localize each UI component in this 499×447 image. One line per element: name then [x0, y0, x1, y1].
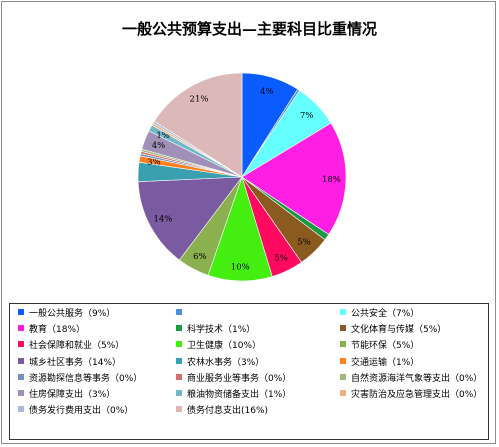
legend-item-10: 农林水事务（3%）: [176, 356, 264, 370]
legend-label-3: 教育（18%）: [29, 325, 86, 336]
legend-label-17: 灾害防治及应急管理支出（0%）: [351, 390, 483, 400]
legend-swatch-1: [176, 309, 182, 315]
legend-item-15: 住房保障支出（3%）: [18, 388, 115, 402]
legend-item-18: 债务发行费用支出（0%）: [18, 404, 133, 418]
legend-label-14: 自然资源海洋气象等支出（0%）: [351, 373, 483, 384]
legend-label-8: 节能环保（5%）: [351, 341, 420, 352]
legend-swatch-14: [340, 373, 346, 380]
legend-label-4: 科学技术（1%）: [187, 325, 256, 336]
legend-swatch-17: [340, 390, 346, 396]
legend-swatch-3: [18, 325, 24, 332]
legend-label-12: 资源勘探信息等事务（0%）: [29, 373, 143, 384]
legend-swatch-6: [18, 341, 24, 348]
slice-label-6: 5%: [274, 254, 288, 264]
legend-swatch-4: [176, 325, 182, 332]
pie-slice-3: [241, 122, 347, 235]
legend-item-19: 债务付息支出(16%): [176, 404, 268, 418]
legend-swatch-18: [18, 406, 24, 413]
legend-label-2: 公共安全（7%）: [351, 309, 420, 319]
legend-swatch-15: [18, 390, 24, 396]
legend-item-1: [176, 307, 187, 321]
slice-label-11: 3%: [147, 158, 161, 168]
slice-label-0: 4%: [260, 87, 274, 97]
slice-label-15: 4%: [152, 141, 166, 151]
slice-label-19: 21%: [190, 95, 209, 105]
legend-item-16: 粮油物资储备支出（1%）: [176, 388, 291, 402]
pie-slice-19: [153, 72, 243, 178]
legend-swatch-8: [340, 341, 346, 348]
legend-item-17: 灾害防治及应急管理支出（0%）: [340, 388, 482, 402]
legend-item-9: 城乡社区事务（14%）: [18, 356, 121, 370]
legend-item-13: 商业服务业等事务（0%）: [176, 372, 291, 386]
legend-swatch-12: [18, 373, 24, 380]
legend-swatch-11: [340, 357, 346, 364]
legend-item-7: 卫生健康（10%）: [176, 339, 261, 353]
legend-label-0: 一般公共服务（9%）: [29, 309, 116, 319]
legend-item-11: 交通运输（1%）: [340, 356, 419, 370]
slice-label-7: 10%: [231, 262, 250, 272]
chart-title: 一般公共预算支出—主要科目比重情况: [121, 20, 377, 38]
legend-swatch-19: [176, 406, 182, 413]
legend-swatch-7: [176, 341, 182, 348]
slice-label-2: 7%: [300, 111, 314, 121]
legend-label-15: 住房保障支出（3%）: [29, 390, 116, 400]
legend-swatch-0: [18, 309, 24, 315]
legend-label-9: 城乡社区事务（14%）: [29, 357, 122, 368]
legend-label-19: 债务付息支出(16%): [187, 406, 269, 417]
legend-item-3: 教育（18%）: [18, 323, 85, 337]
legend-label-16: 粮油物资储备支出（1%）: [187, 390, 292, 400]
slice-label-16: 1%: [156, 131, 170, 141]
legend-label-6: 社会保障和就业（5%）: [29, 341, 125, 352]
legend-label-7: 卫生健康（10%）: [187, 341, 262, 352]
chart-legend: 一般公共服务（9%） 公共安全（7%） 教育（18%） 科学技术（1%） 文化体育与传媒…: [9, 303, 489, 440]
legend-item-12: 资源勘探信息等事务（0%）: [18, 372, 142, 386]
slice-label-3: 18%: [322, 175, 341, 185]
legend-swatch-16: [176, 390, 182, 396]
legend-item-0: 一般公共服务（9%）: [18, 307, 115, 321]
pie-chart: 4%7%18%5%5%10%6%14%3%4%1%21%: [137, 72, 347, 282]
legend-item-6: 社会保障和就业（5%）: [18, 339, 124, 353]
legend-swatch-9: [18, 357, 24, 364]
legend-label-13: 商业服务业等事务（0%）: [187, 373, 292, 384]
slice-label-8: 6%: [193, 252, 207, 262]
legend-swatch-2: [340, 309, 346, 315]
legend-label-11: 交通运输（1%）: [351, 357, 420, 368]
legend-label-5: 文化体育与传媒（5%）: [351, 325, 447, 336]
legend-swatch-10: [176, 357, 182, 364]
legend-item-5: 文化体育与传媒（5%）: [340, 323, 446, 337]
slice-label-5: 5%: [297, 238, 311, 248]
pie-slice-9: [137, 176, 243, 261]
slice-label-9: 14%: [153, 215, 172, 225]
legend-item-4: 科学技术（1%）: [176, 323, 255, 337]
legend-label-18: 债务发行费用支出（0%）: [29, 406, 134, 417]
legend-swatch-13: [176, 373, 182, 380]
legend-item-14: 自然资源海洋气象等支出（0%）: [340, 372, 482, 386]
legend-item-8: 节能环保（5%）: [340, 339, 419, 353]
legend-item-2: 公共安全（7%）: [340, 307, 419, 321]
legend-swatch-5: [340, 325, 346, 332]
legend-label-10: 农林水事务（3%）: [187, 357, 265, 368]
